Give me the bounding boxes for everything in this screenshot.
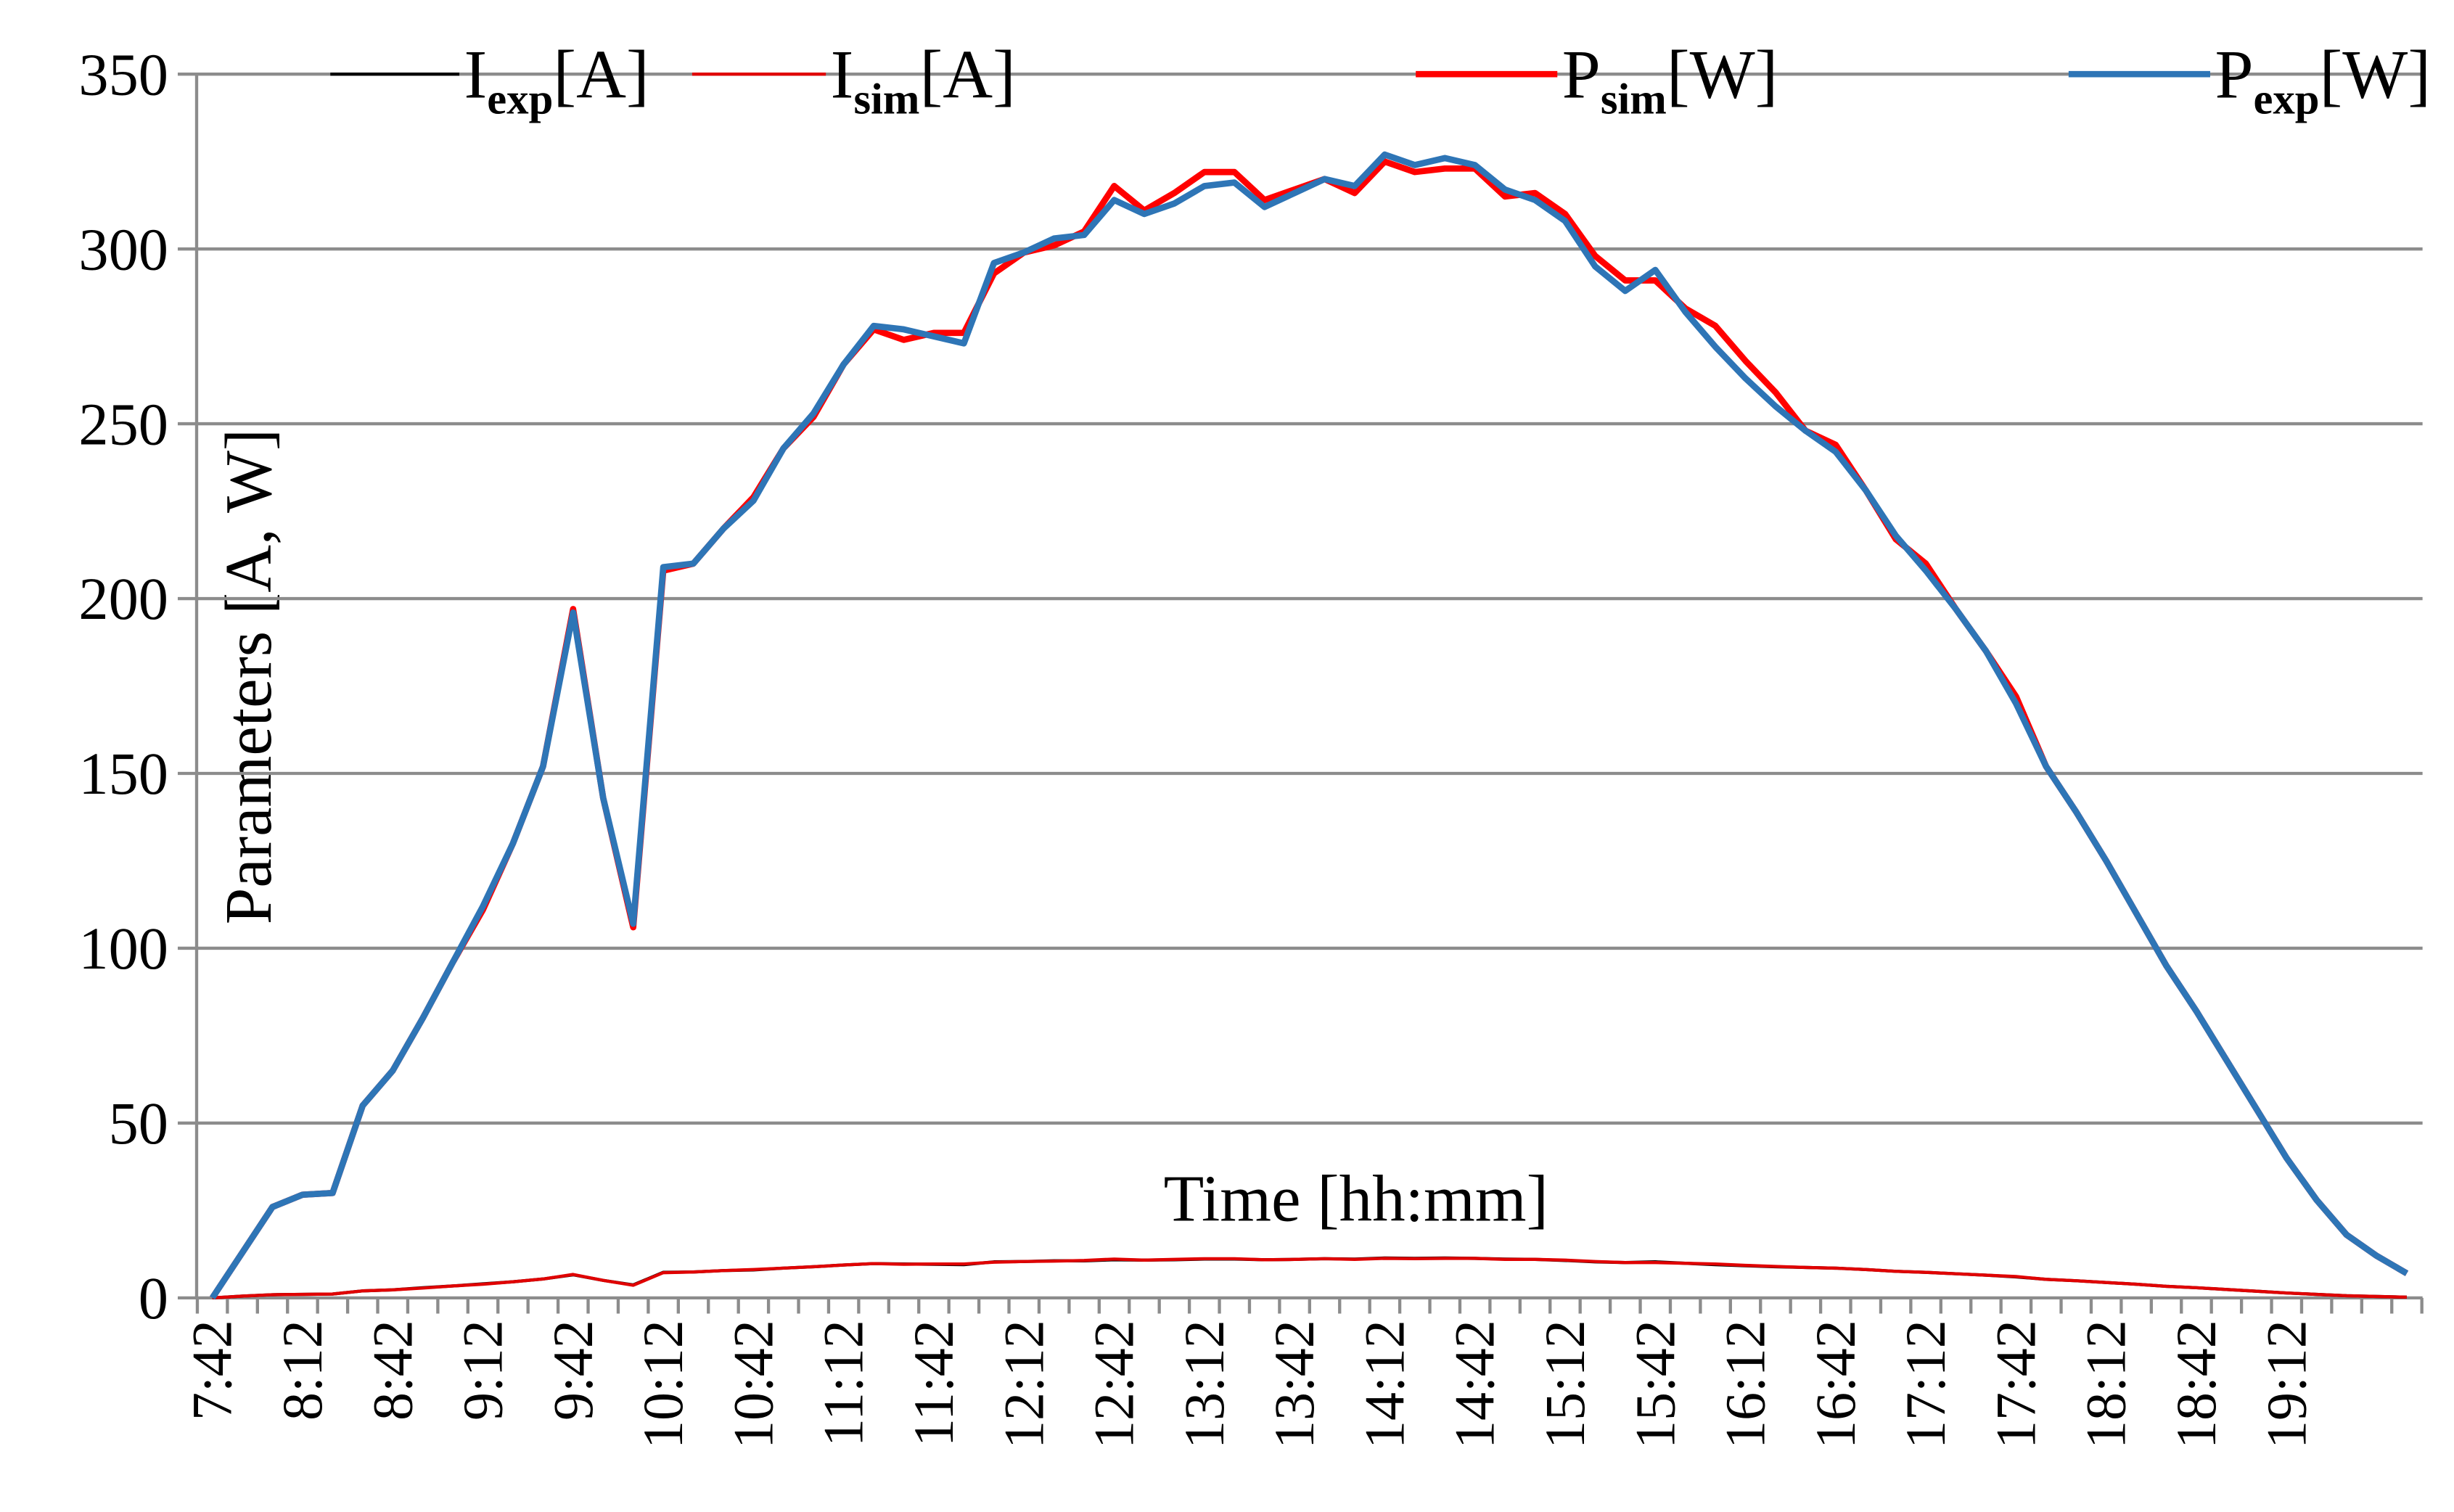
x-tick-label: 9:12 [451, 1320, 514, 1421]
y-tick-label: 150 [78, 741, 168, 807]
x-tick-label: 7:42 [181, 1320, 244, 1421]
legend-label: Psim[W] [1562, 36, 1778, 124]
x-tick-label: 13:42 [1263, 1320, 1326, 1449]
x-tick-label: 10:42 [721, 1320, 784, 1449]
x-tick-label: 17:42 [1984, 1320, 2047, 1449]
x-tick-label: 18:12 [2075, 1320, 2138, 1449]
x-tick-label: 14:12 [1353, 1320, 1416, 1449]
x-tick-label: 18:42 [2164, 1320, 2228, 1449]
series-line [210, 151, 2409, 1300]
legend-label: Pexp[W] [2215, 36, 2431, 124]
x-tick-label: 12:42 [1083, 1320, 1146, 1449]
x-tick-label: 15:42 [1623, 1320, 1686, 1449]
y-tick-label: 300 [78, 216, 168, 282]
y-tick-label: 200 [78, 566, 168, 632]
y-tick-label: 250 [78, 391, 168, 457]
x-tick-label: 11:42 [902, 1320, 965, 1447]
x-tick-label: 19:12 [2254, 1320, 2318, 1449]
x-tick-label: 13:12 [1173, 1320, 1236, 1449]
x-tick-label: 17:12 [1894, 1320, 1957, 1449]
x-tick-label: 8:42 [361, 1320, 424, 1421]
legend-label: Iexp[A] [464, 36, 649, 124]
x-tick-label: 15:12 [1533, 1320, 1596, 1449]
y-tick-label: 100 [78, 916, 168, 982]
x-tick-label: 16:42 [1804, 1320, 1867, 1449]
legend-label: Isim[A] [831, 36, 1016, 124]
x-tick-label: 12:12 [992, 1320, 1055, 1449]
series-line [212, 1257, 2408, 1300]
x-tick-label: 14:42 [1443, 1320, 1506, 1449]
y-tick-label: 50 [109, 1090, 168, 1156]
y-tick-label: 0 [139, 1265, 168, 1331]
x-tick-label: 10:12 [631, 1320, 694, 1449]
x-tick-label: 8:12 [271, 1320, 334, 1421]
x-tick-label: 9:42 [541, 1320, 604, 1421]
y-axis-label: Parameters [A, W] [212, 429, 285, 924]
y-tick-label: 350 [78, 41, 168, 107]
x-tick-label: 11:12 [812, 1320, 875, 1447]
x-tick-label: 16:12 [1714, 1320, 1777, 1449]
x-axis-label: Time [hh:mm] [1164, 1162, 1548, 1236]
